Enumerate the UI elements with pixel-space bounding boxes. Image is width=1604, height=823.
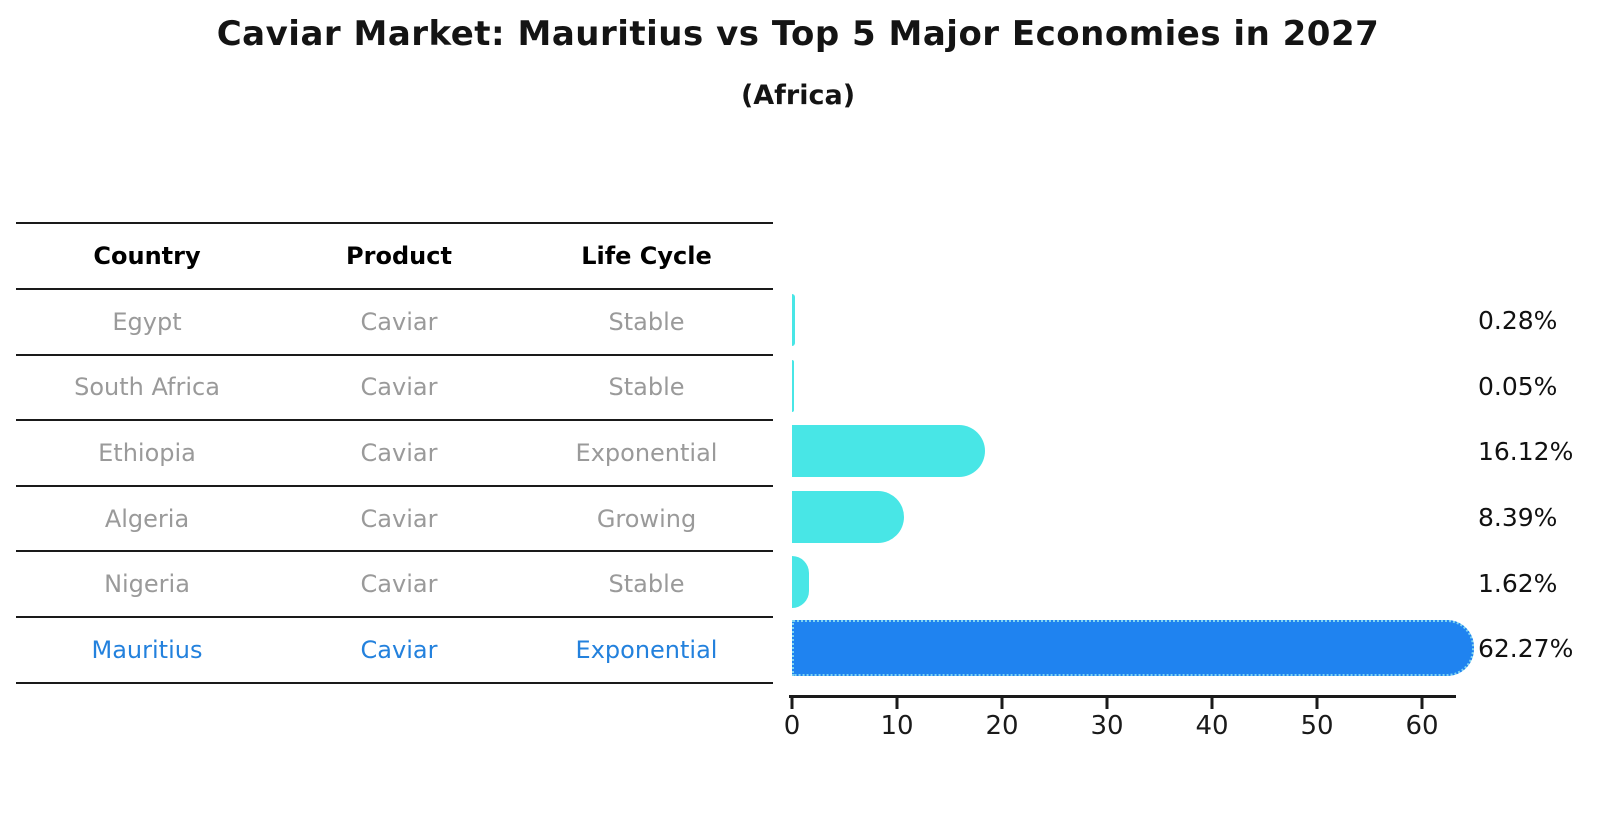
cell-product: Caviar (360, 373, 438, 402)
table-row-south-africa: South Africa Caviar Stable (16, 356, 773, 422)
table-body: Egypt Caviar Stable South Africa Caviar Stabl… (16, 290, 773, 684)
x-tick-50 (1315, 698, 1319, 709)
cell-country: Nigeria (104, 570, 190, 599)
cell-country: South Africa (74, 373, 220, 402)
cell-life-cycle: Exponential (575, 635, 718, 664)
cell-life-cycle: Stable (608, 373, 685, 402)
bar-mauritius (792, 620, 1474, 676)
table-header-row: Country Product Life Cycle (16, 224, 773, 290)
table-row-mauritius: Mauritius Caviar Exponential (16, 618, 773, 684)
comparison-table: Country Product Life Cycle Egypt Caviar St… (16, 222, 773, 684)
table-row-algeria: Algeria Caviar Growing (16, 487, 773, 553)
value-label-egypt: 0.28% (1478, 306, 1558, 336)
bar-egypt (792, 294, 795, 346)
column-header-product: Product (346, 242, 452, 270)
column-header-country: Country (93, 242, 201, 270)
x-axis: 0 10 20 30 40 50 60 (784, 695, 1456, 741)
value-label-mauritius: 62.27% (1478, 634, 1574, 664)
cell-life-cycle: Exponential (575, 438, 718, 467)
x-tick-label-40: 40 (1195, 711, 1229, 741)
chart-title: Caviar Market: Mauritius vs Top 5 Major … (216, 14, 1380, 54)
value-label-algeria: 8.39% (1478, 503, 1558, 533)
table-row-egypt: Egypt Caviar Stable (16, 290, 773, 356)
x-tick-label-50: 50 (1300, 711, 1334, 741)
cell-product: Caviar (360, 570, 438, 599)
cell-product: Caviar (360, 635, 438, 664)
x-tick-label-10: 10 (880, 711, 914, 741)
cell-life-cycle: Stable (608, 307, 685, 336)
value-label-south-africa: 0.05% (1478, 371, 1558, 401)
cell-country: Algeria (104, 504, 190, 533)
bar-south-africa (792, 359, 794, 412)
x-tick-20 (1000, 698, 1004, 709)
bar-nigeria (792, 556, 809, 609)
value-label-ethiopia: 16.12% (1478, 437, 1574, 467)
x-tick-60 (1420, 698, 1424, 709)
column-header-life-cycle: Life Cycle (581, 242, 712, 270)
bar-ethiopia (792, 425, 986, 478)
x-tick-30 (1105, 698, 1109, 709)
bar-algeria (792, 490, 905, 543)
cell-product: Caviar (360, 438, 438, 467)
table-row-ethiopia: Ethiopia Caviar Exponential (16, 421, 773, 487)
x-tick-label-60: 60 (1405, 711, 1439, 741)
x-tick-label-20: 20 (985, 711, 1019, 741)
table-row-nigeria: Nigeria Caviar Stable (16, 552, 773, 618)
x-tick-40 (1210, 698, 1214, 709)
chart-subtitle: (Africa) (740, 80, 856, 111)
value-label-nigeria: 1.62% (1478, 568, 1558, 598)
x-tick-10 (895, 698, 899, 709)
x-tick-0 (790, 698, 794, 709)
cell-country: Mauritius (91, 635, 203, 664)
x-tick-label-0: 0 (783, 711, 801, 741)
cell-product: Caviar (360, 504, 438, 533)
x-tick-label-30: 30 (1090, 711, 1124, 741)
cell-life-cycle: Stable (608, 570, 685, 599)
cell-product: Caviar (360, 307, 438, 336)
cell-country: Egypt (112, 307, 182, 336)
cell-life-cycle: Growing (596, 504, 697, 533)
cell-country: Ethiopia (98, 438, 196, 467)
